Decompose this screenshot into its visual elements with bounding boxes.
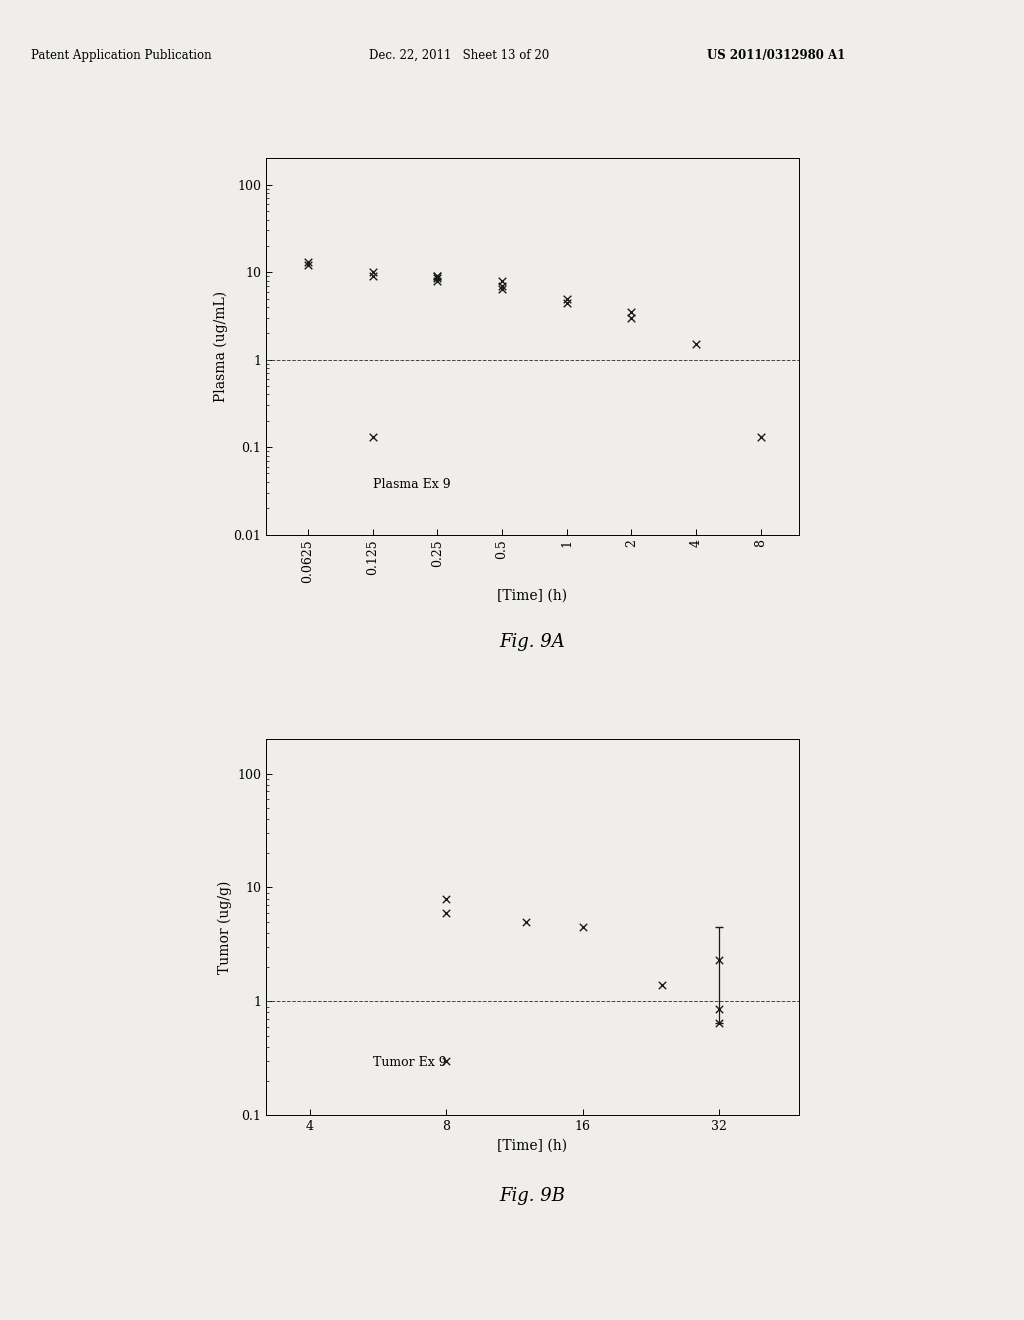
Point — [429, 271, 445, 292]
Text: Fig. 9B: Fig. 9B — [500, 1187, 565, 1205]
Point — [574, 916, 591, 937]
Point — [558, 288, 574, 309]
Point — [300, 252, 316, 273]
Text: US 2011/0312980 A1: US 2011/0312980 A1 — [707, 49, 845, 62]
Point — [711, 1012, 727, 1034]
Point — [711, 999, 727, 1020]
Text: Plasma Ex 9: Plasma Ex 9 — [373, 478, 451, 491]
Point — [494, 271, 510, 292]
Point — [429, 265, 445, 286]
Text: Tumor Ex 9: Tumor Ex 9 — [373, 1056, 446, 1069]
Text: Dec. 22, 2011   Sheet 13 of 20: Dec. 22, 2011 Sheet 13 of 20 — [369, 49, 549, 62]
Text: Patent Application Publication: Patent Application Publication — [31, 49, 211, 62]
Point — [494, 275, 510, 296]
Point — [365, 426, 381, 447]
Point — [438, 888, 455, 909]
Point — [518, 911, 535, 932]
Point — [654, 974, 671, 995]
Point — [711, 949, 727, 970]
Point — [753, 426, 769, 447]
Point — [429, 268, 445, 289]
Y-axis label: Tumor (ug/g): Tumor (ug/g) — [217, 880, 231, 974]
X-axis label: [Time] (h): [Time] (h) — [498, 589, 567, 603]
Point — [438, 902, 455, 923]
Point — [429, 265, 445, 286]
Point — [365, 261, 381, 282]
Point — [494, 279, 510, 300]
Point — [300, 255, 316, 276]
Y-axis label: Plasma (ug/mL): Plasma (ug/mL) — [214, 290, 228, 403]
Point — [624, 308, 640, 329]
Point — [688, 334, 705, 355]
Point — [365, 265, 381, 286]
Point — [558, 292, 574, 313]
X-axis label: [Time] (h): [Time] (h) — [498, 1139, 567, 1152]
Point — [624, 301, 640, 322]
Text: Fig. 9A: Fig. 9A — [500, 632, 565, 651]
Point — [438, 1051, 455, 1072]
